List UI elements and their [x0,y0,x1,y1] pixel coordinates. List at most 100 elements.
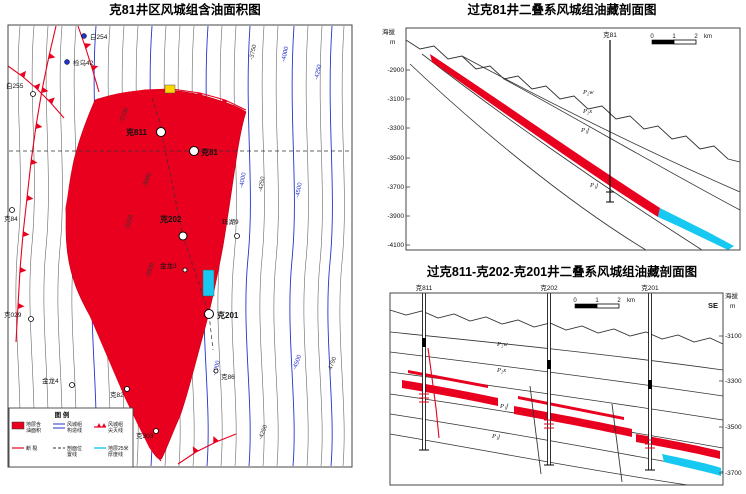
legend-label: 地层含 [26,421,41,428]
well-mahu9: 玛湖9 [222,217,240,239]
fault-line [611,403,623,483]
well-ke82: 克82 [110,386,130,399]
contour-label: -3250 [124,214,135,231]
legend-item-thickness-line: 地层25米 厚度线 [94,445,129,458]
unconformity-line [405,39,741,163]
strata-line [503,78,741,211]
section-b-canvas: 克811 克202 克201 [389,284,742,486]
legend-label: 厚度线 [108,451,123,458]
section-a-border [405,27,741,251]
axis-tick: -3300 [725,378,742,385]
well-label: 检乌42 [73,58,94,67]
axis-tick: -3900 [387,213,404,220]
oil-stringer [408,370,488,388]
section-a-canvas: 海拔 m -2900 -3100 -3300 -3500 -3700 -3900… [382,27,741,251]
axis-tick: -2900 [387,67,404,74]
well-label: 克86 [221,373,235,381]
map-title: 克81井区风城组含油面积图 [109,3,261,17]
legend-label: 置线 [67,451,77,458]
scale-tick: 2 [694,34,698,40]
strat-label: P₁j [491,433,500,440]
section-b-strata-labels: P₂w P₂x P₁f P₁j [491,341,509,440]
oil-lens [402,380,498,406]
well-ke84: 克84 [4,207,18,223]
axis-tick: -3500 [725,424,742,431]
well-jinlong3: 金龙3 [160,261,188,273]
scale-bar [673,39,697,45]
scale-tick: 0 [573,298,577,304]
oil-area [65,89,247,460]
axis-unit: m [390,39,395,46]
contour-label: -3750 [249,44,258,61]
axis-tick: -3100 [725,333,742,340]
section-a-axis: 海拔 m -2900 -3100 -3300 -3500 -3700 -3900… [382,27,410,249]
section-a-strata-labels: P₂w P₂x P₁f P₁j [580,89,598,189]
well-label: 克303 [136,432,154,440]
well-symbol [178,231,188,241]
section-b-title: 过克811-克202-克201井二叠系风城组油藏剖面图 [426,265,698,279]
legend-swatch-oil [11,421,25,430]
legend-label: 风城组 [108,421,123,428]
casing-mark [422,338,426,347]
map-wells: 白254 检乌42 白255 克84 克811 [4,32,240,440]
axis-tick: -3300 [387,125,404,132]
map-legend: 图 例 地层含 油面积 风城组 构造线 风城组 [8,407,134,468]
well-label: 克201 [641,284,659,292]
section-b-border [389,292,724,486]
well-symbol [30,91,36,97]
strata-line [461,55,741,193]
well-symbol [213,368,219,374]
well-symbol [81,33,87,39]
well-label: 克202 [160,214,182,224]
well-symbol [64,59,70,65]
contour-label: -4500 [292,354,303,371]
well-label: 克811 [126,127,147,137]
well-jianwu42: 检乌42 [64,58,94,67]
fault-line [529,385,542,475]
unconformity-line [389,309,724,345]
map-canvas: -2700 -3000 -3250 -3500 -3750 -4000 -425… [4,24,353,468]
contour-label: -4250 [314,64,323,81]
axis-unit: m [730,303,735,310]
contour-label: -3000 [142,172,153,189]
section-a-geology [405,39,741,251]
legend-label: 构造线 [67,427,82,434]
strat-label: P₁f [580,127,590,134]
well-label: 克84 [4,215,18,223]
map-border [7,24,353,468]
section-a-scalebar: 0 1 2 km [650,34,712,45]
water-block-marker [202,269,215,297]
legend-item-oil-area: 地层含 油面积 [11,421,41,434]
strata-line [389,371,724,421]
axis-label: 海拔 [725,291,739,300]
legend-label: 风城组 [67,421,82,428]
well-ke811: 克811 [126,127,166,137]
well-label: 克811 [416,284,433,292]
well-symbol [204,309,214,319]
strata-line [421,53,703,251]
water-wedge [658,208,734,250]
strata-line [389,331,724,371]
section-a-well: 克81 [603,31,617,203]
legend-label: 地层25米 [108,445,129,452]
fault-line [427,347,440,439]
well-label: 克81 [603,31,617,39]
scale-tick: 1 [595,298,599,304]
legend-item-section-line: 剖面位 置线 [53,445,82,458]
scale-tick: 2 [617,298,621,304]
well-symbol [28,316,34,322]
section-b-geology [389,309,724,486]
section-a-panel: 过克81井二叠系风城组油藏剖面图 海拔 m -2900 -3100 -3300 … [378,0,746,258]
water-lens [662,454,721,476]
well-label: 克201 [217,310,239,320]
axis-label: 海拔 [382,27,396,36]
scale-tick: 1 [672,34,676,40]
scale-bar [651,39,675,45]
contour-labels: -2700 -3000 -3250 -3500 -3750 -4000 -425… [119,44,338,441]
contour-label: -4000 [281,46,290,63]
strat-label: P₂w [496,341,508,348]
section-b-scalebar: 0 1 2 km [573,298,635,309]
well-jinlong4: 金龙4 [42,376,75,388]
axis-tick: -3700 [725,470,742,477]
